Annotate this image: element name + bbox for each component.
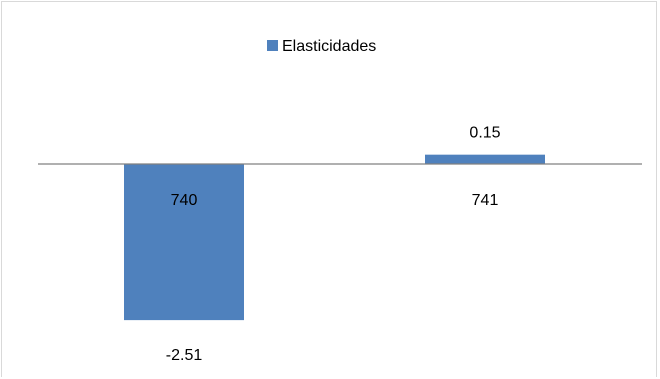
bar-740 [124,164,244,321]
category-label-741: 741 [472,192,499,209]
category-label-740: 740 [171,192,198,209]
legend-swatch [267,40,278,51]
data-label-740: -2.51 [166,347,203,364]
legend-label: Elasticidades [282,38,376,55]
bars [124,154,545,321]
bar-741 [425,154,545,164]
legend: Elasticidades [267,38,376,55]
labels: 740 -2.51 741 0.15 [166,125,501,364]
data-label-741: 0.15 [469,125,500,142]
